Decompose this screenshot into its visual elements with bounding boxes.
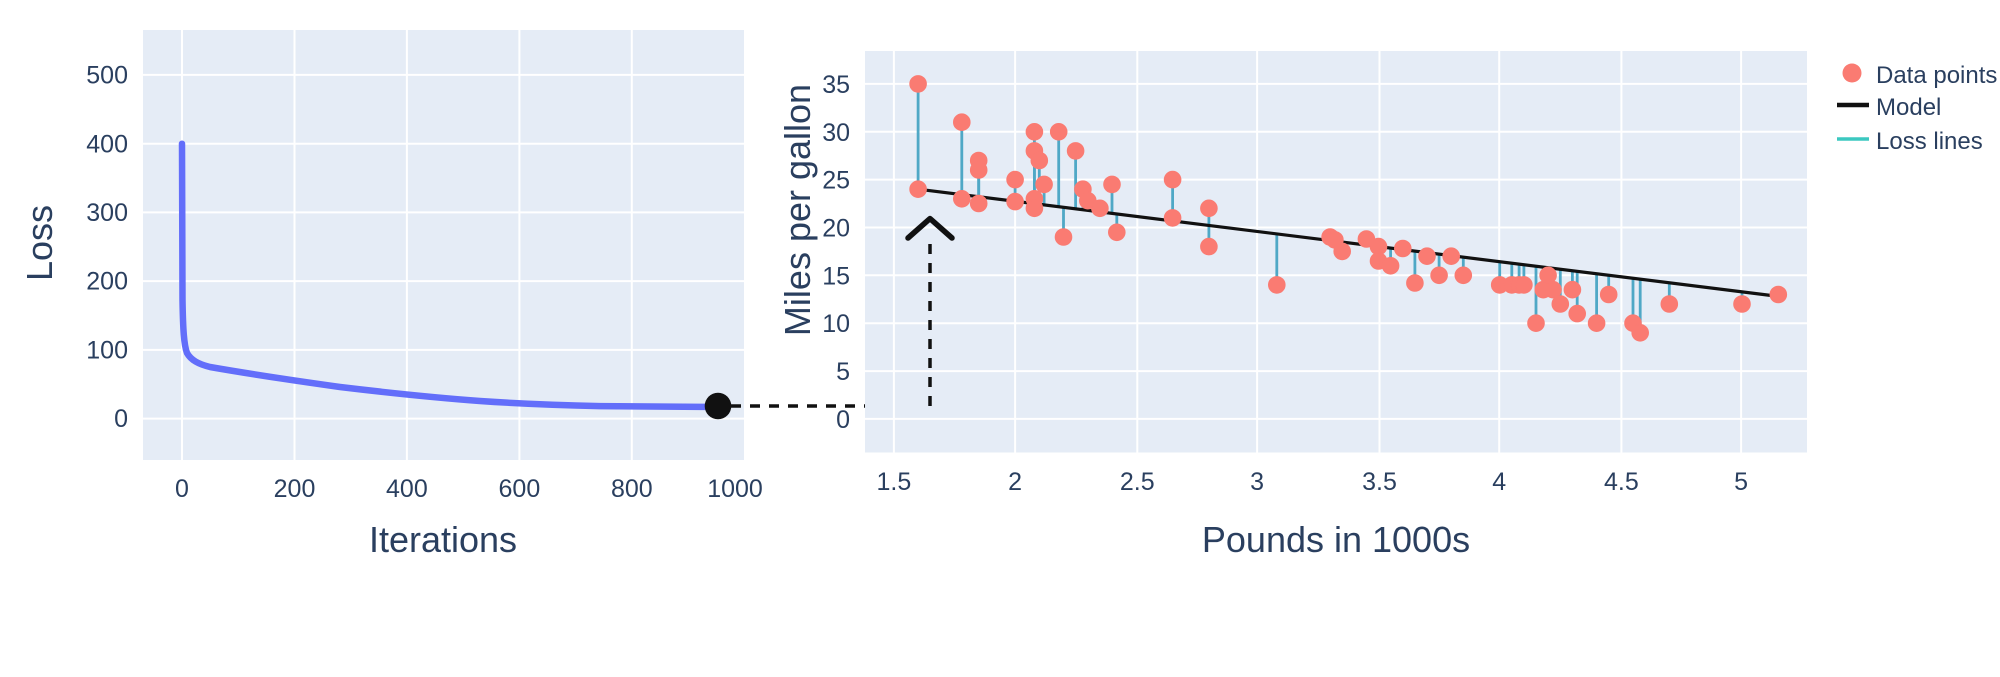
svg-text:400: 400 [86,130,128,158]
svg-text:3: 3 [1250,468,1264,496]
svg-text:10: 10 [822,310,850,338]
svg-text:5: 5 [1734,468,1748,496]
svg-text:Loss: Loss [19,205,60,281]
svg-text:200: 200 [274,475,316,503]
svg-text:100: 100 [86,337,128,365]
svg-text:300: 300 [86,199,128,227]
svg-text:400: 400 [386,475,428,503]
svg-text:4: 4 [1492,468,1506,496]
svg-text:2: 2 [1008,468,1022,496]
svg-text:Miles per gallon: Miles per gallon [777,84,818,336]
svg-text:2.5: 2.5 [1120,468,1155,496]
svg-text:600: 600 [499,475,541,503]
svg-text:35: 35 [822,71,850,99]
svg-text:5: 5 [836,358,850,386]
svg-text:0: 0 [114,405,128,433]
svg-text:3.5: 3.5 [1362,468,1397,496]
svg-text:500: 500 [86,62,128,90]
svg-text:30: 30 [822,119,850,147]
svg-text:0: 0 [175,475,189,503]
svg-text:Loss lines: Loss lines [1876,128,1983,155]
svg-text:1.5: 1.5 [877,468,912,496]
svg-text:200: 200 [86,268,128,296]
svg-text:Iterations: Iterations [369,519,517,560]
svg-text:1000: 1000 [707,475,763,503]
svg-text:20: 20 [822,215,850,243]
svg-text:800: 800 [611,475,653,503]
svg-text:Model: Model [1876,94,1941,121]
svg-text:15: 15 [822,262,850,290]
svg-text:25: 25 [822,167,850,195]
svg-text:Data points: Data points [1876,62,1997,89]
svg-text:0: 0 [836,406,850,434]
svg-text:4.5: 4.5 [1604,468,1639,496]
svg-text:Pounds in 1000s: Pounds in 1000s [1202,519,1470,560]
